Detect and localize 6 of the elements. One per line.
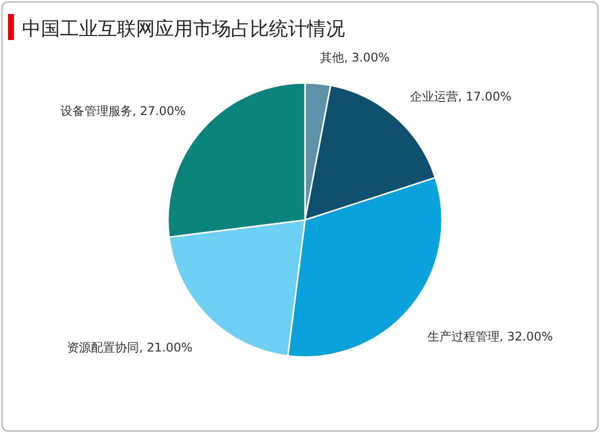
slice-label: 其他, 3.00% bbox=[320, 50, 390, 65]
slice-label: 资源配置协同, 21.00% bbox=[67, 340, 193, 354]
slice-label: 生产过程管理, 32.00% bbox=[428, 329, 553, 344]
slice-label: 设备管理服务, 27.00% bbox=[60, 104, 186, 118]
slice-label: 企业运营, 17.00% bbox=[410, 90, 512, 104]
chart-title: 中国工业互联网应用市场占比统计情况 bbox=[22, 18, 345, 40]
